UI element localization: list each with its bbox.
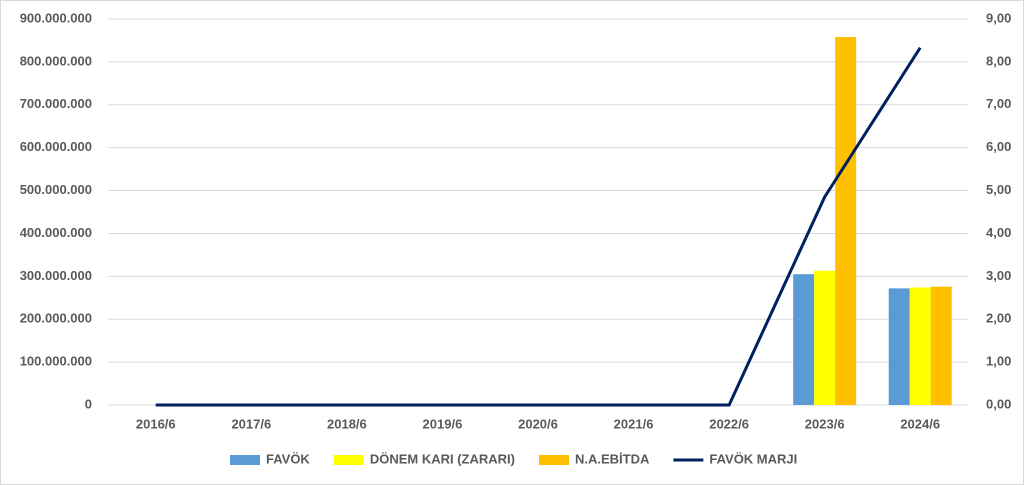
- bar: [888, 288, 910, 405]
- bar: [814, 270, 836, 405]
- y-tick-label: 900.000.000: [20, 10, 92, 25]
- x-tick-label: 2020/6: [518, 416, 558, 431]
- y2-tick-label: 5,00: [986, 182, 1011, 197]
- x-tick-label: 2022/6: [709, 416, 749, 431]
- legend-label: N.A.EBİTDA: [575, 451, 650, 466]
- x-tick-label: 2024/6: [900, 416, 940, 431]
- y-tick-label: 800.000.000: [20, 53, 92, 68]
- bar: [793, 274, 815, 405]
- y2-tick-label: 3,00: [986, 268, 1011, 283]
- y-tick-label: 700.000.000: [20, 96, 92, 111]
- y2-tick-label: 0,00: [986, 396, 1011, 411]
- y2-tick-label: 1,00: [986, 354, 1011, 369]
- x-tick-label: 2016/6: [136, 416, 176, 431]
- bar: [835, 37, 857, 405]
- y2-tick-label: 8,00: [986, 53, 1011, 68]
- y-tick-label: 500.000.000: [20, 182, 92, 197]
- y-tick-label: 0: [85, 396, 92, 411]
- x-tick-label: 2017/6: [231, 416, 271, 431]
- y2-tick-label: 2,00: [986, 311, 1011, 326]
- legend-swatch: [230, 455, 260, 465]
- y2-tick-label: 9,00: [986, 10, 1011, 25]
- y-tick-label: 300.000.000: [20, 268, 92, 283]
- x-tick-label: 2018/6: [327, 416, 367, 431]
- y2-tick-label: 4,00: [986, 225, 1011, 240]
- legend-label: DÖNEM KARI (ZARARI): [370, 451, 515, 466]
- legend-swatch: [538, 455, 569, 465]
- x-tick-label: 2023/6: [805, 416, 845, 431]
- bar: [909, 287, 931, 405]
- y2-tick-label: 7,00: [986, 96, 1011, 111]
- y2-tick-label: 6,00: [986, 139, 1011, 154]
- y-tick-label: 200.000.000: [20, 311, 92, 326]
- y-tick-label: 100.000.000: [20, 354, 92, 369]
- y-tick-label: 400.000.000: [20, 225, 92, 240]
- legend-label: FAVÖK MARJI: [709, 451, 797, 466]
- x-tick-label: 2019/6: [423, 416, 463, 431]
- y-tick-label: 600.000.000: [20, 139, 92, 154]
- x-tick-label: 2021/6: [614, 416, 654, 431]
- line: [155, 46, 922, 407]
- bar: [930, 286, 952, 405]
- legend-label: FAVÖK: [266, 451, 310, 466]
- legend-swatch: [333, 455, 364, 465]
